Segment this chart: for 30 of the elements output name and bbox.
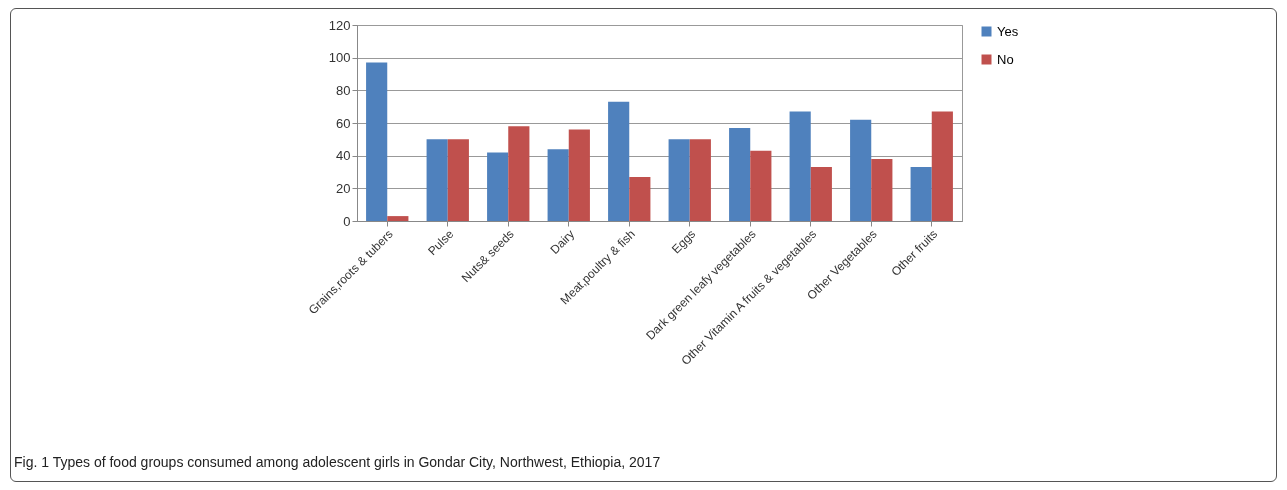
legend-label: No xyxy=(997,51,1014,67)
bar xyxy=(608,101,630,221)
y-tick-label: 100 xyxy=(328,50,351,66)
bar xyxy=(447,139,469,221)
bar xyxy=(629,176,651,221)
y-tick-label: 0 xyxy=(343,213,351,229)
y-tick-label: 20 xyxy=(336,180,351,196)
y-tick-label: 80 xyxy=(336,82,351,98)
bar xyxy=(487,152,509,221)
bar xyxy=(366,62,388,221)
bar xyxy=(689,139,711,221)
legend-label: Yes xyxy=(997,23,1019,39)
bar xyxy=(810,167,832,221)
bar xyxy=(387,216,409,221)
caption: Fig. 1 Types of food groups consumed among adolescent girls in Gondar City, Northwest, Ethiopia, 2017 xyxy=(14,454,661,470)
bar xyxy=(789,111,811,221)
bar xyxy=(668,139,690,221)
bar xyxy=(871,158,893,221)
bar xyxy=(547,149,569,221)
bar xyxy=(426,139,448,221)
bar xyxy=(568,129,590,221)
bar xyxy=(729,127,751,221)
y-tick-label: 40 xyxy=(336,148,351,164)
y-tick-label: 120 xyxy=(328,17,351,33)
bar xyxy=(750,150,772,221)
bar xyxy=(508,126,530,221)
bar xyxy=(850,119,872,221)
bar xyxy=(910,167,932,221)
bar xyxy=(931,111,953,221)
y-tick-label: 60 xyxy=(336,115,351,131)
